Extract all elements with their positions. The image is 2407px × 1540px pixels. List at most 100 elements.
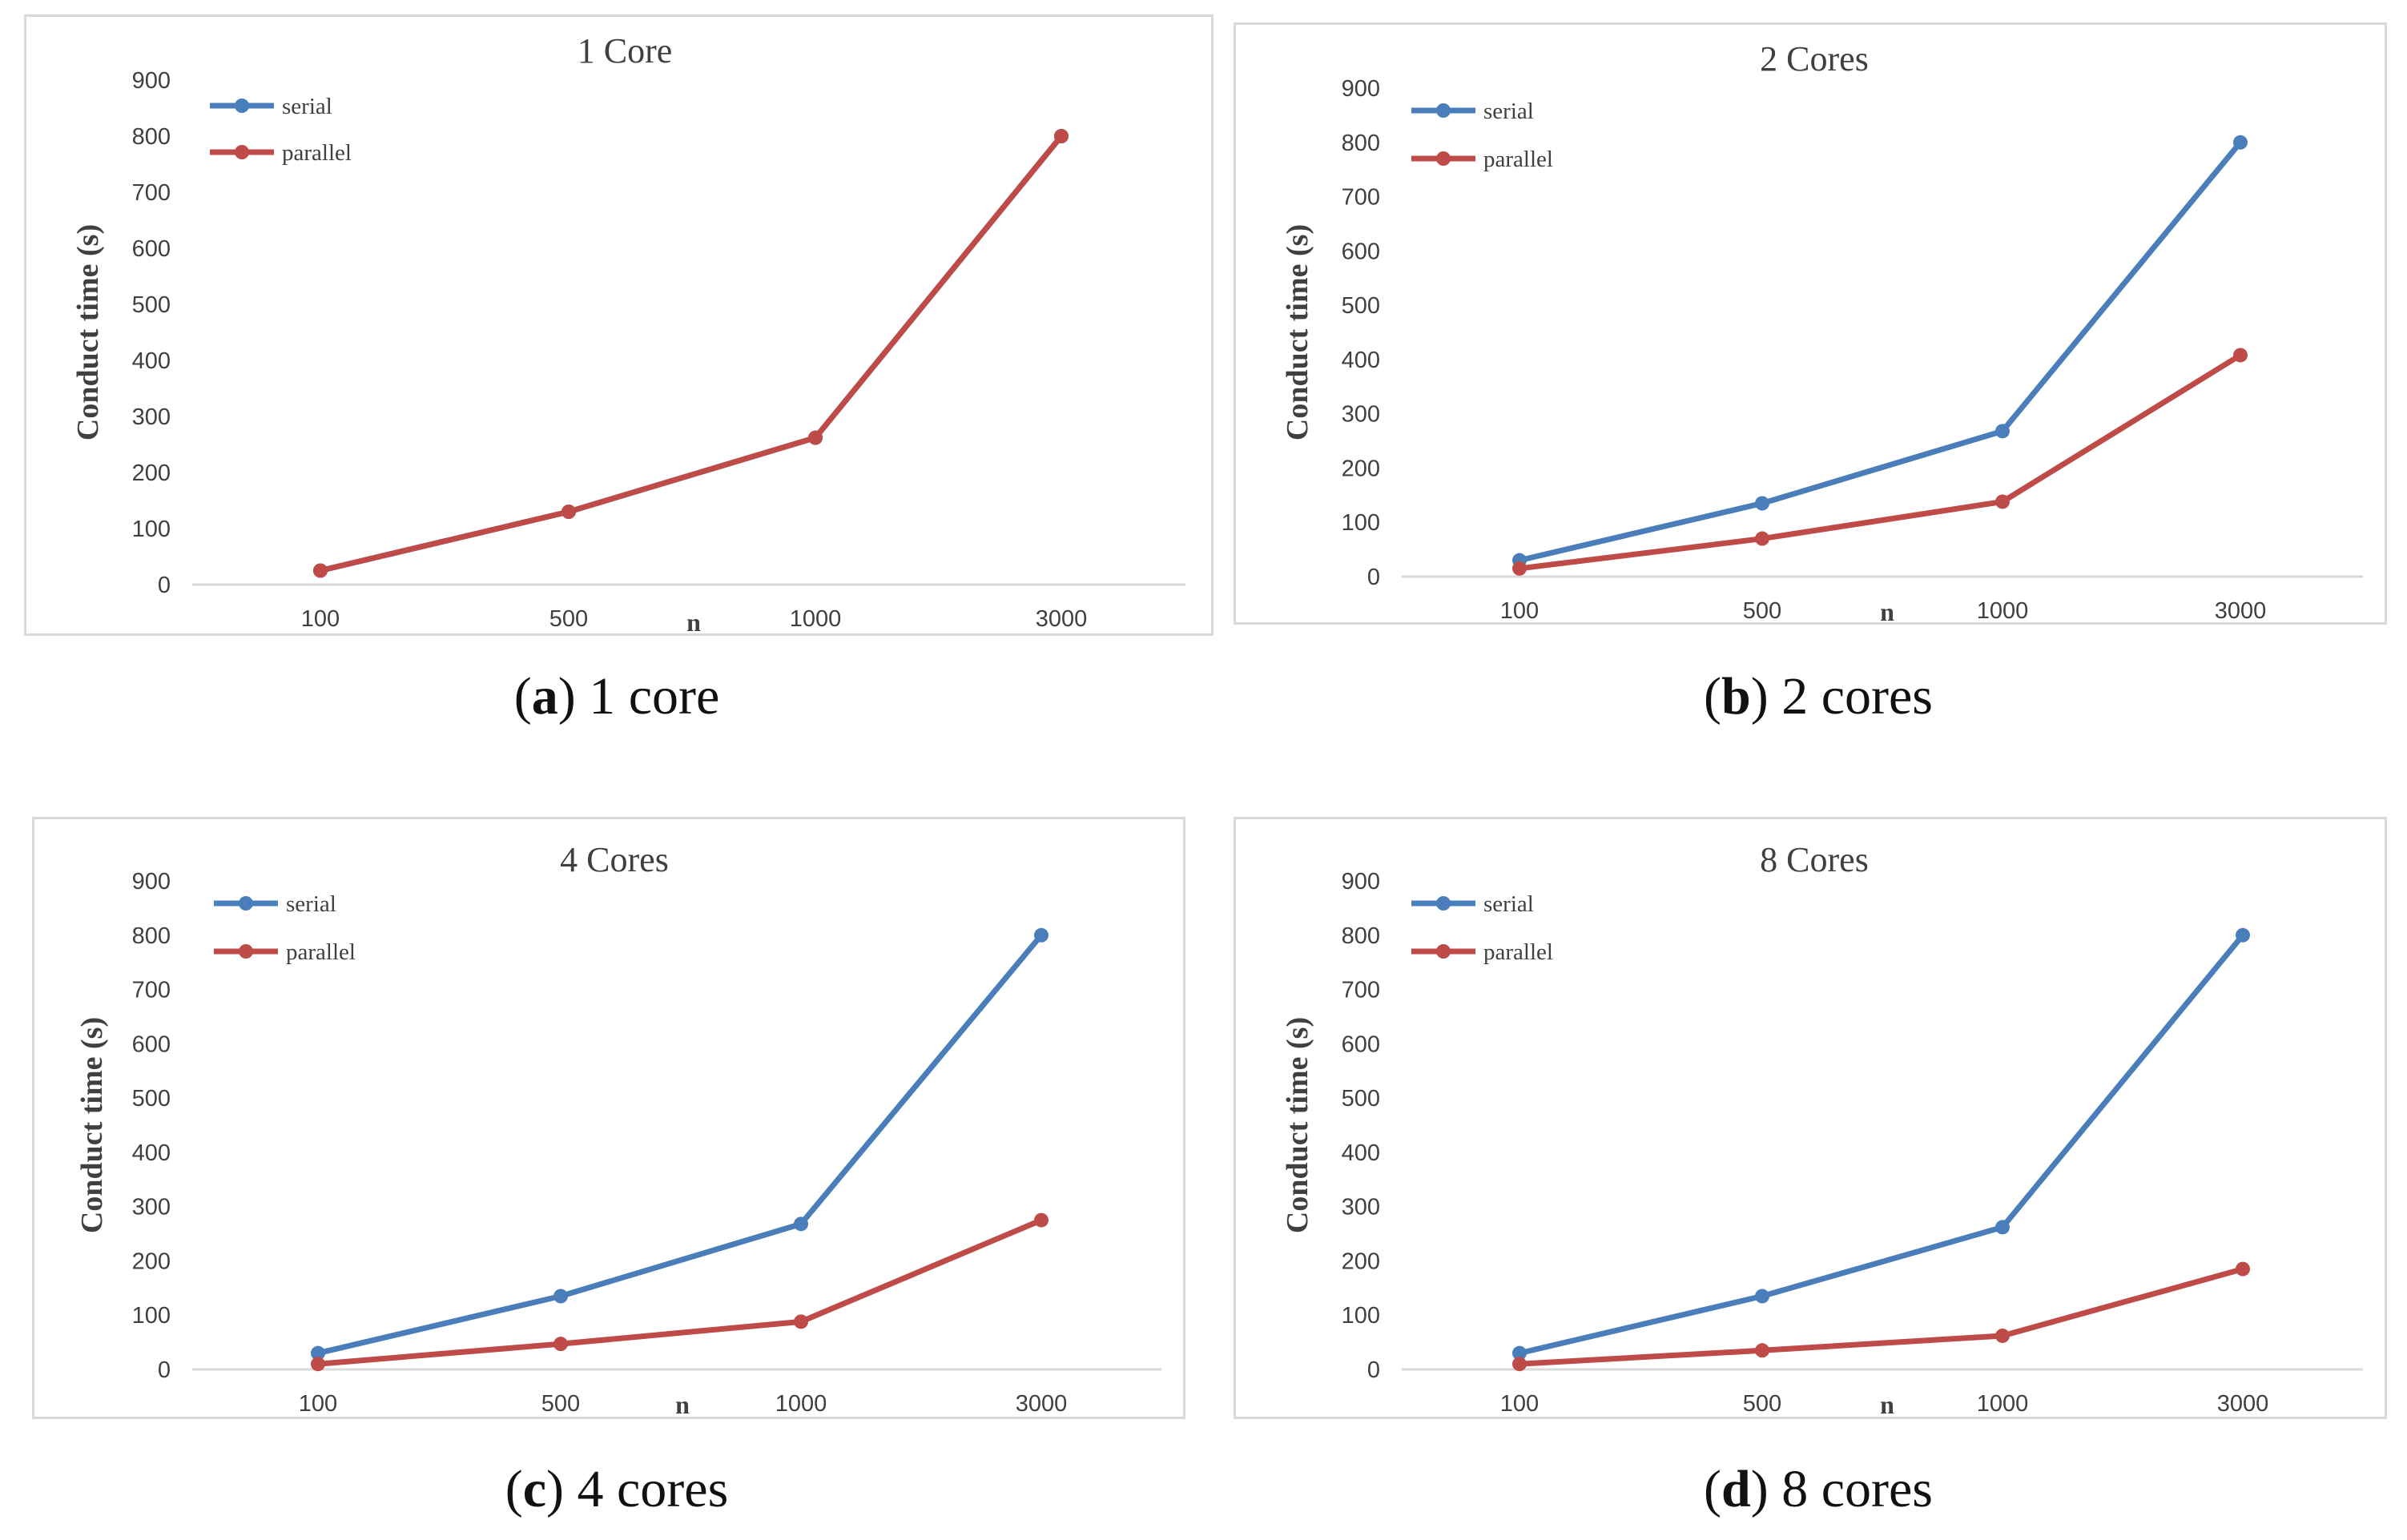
y-tick-label: 600 xyxy=(1342,1031,1380,1057)
y-tick-label: 300 xyxy=(132,1195,171,1220)
data-point-parallel xyxy=(313,563,328,578)
x-tick-label: 500 xyxy=(1743,1391,1781,1417)
y-tick-label: 600 xyxy=(1342,239,1380,264)
y-tick-label: 500 xyxy=(132,1086,171,1112)
series-line-parallel xyxy=(1516,352,2244,572)
y-tick-label: 500 xyxy=(1342,1086,1380,1112)
data-point-serial xyxy=(1995,424,2010,439)
panel-frame-a xyxy=(24,14,1214,636)
x-tick-label: 500 xyxy=(549,606,588,632)
y-tick-label: 500 xyxy=(1342,293,1380,319)
y-tick-label: 0 xyxy=(1367,1357,1380,1383)
x-axis-label: n xyxy=(675,1390,690,1419)
x-tick-label: 3000 xyxy=(2215,598,2267,624)
x-tick-label: 1000 xyxy=(790,606,842,632)
y-axis-label: Conduct time (s) xyxy=(71,224,105,440)
y-tick-label: 500 xyxy=(132,292,171,318)
y-tick-label: 600 xyxy=(132,236,171,262)
y-tick-label: 900 xyxy=(132,869,171,895)
data-point-parallel xyxy=(1512,1357,1527,1372)
legend-label-parallel: parallel xyxy=(1483,939,1553,965)
y-tick-label: 900 xyxy=(132,68,171,94)
caption-letter-bold: d xyxy=(1721,1460,1751,1518)
data-point-parallel xyxy=(311,1357,325,1372)
data-point-parallel xyxy=(1995,494,2010,509)
y-tick-label: 200 xyxy=(132,1248,171,1274)
y-tick-label: 0 xyxy=(158,1357,171,1383)
legend-marker-serial xyxy=(235,99,249,113)
legend-label-serial: serial xyxy=(282,94,332,119)
y-tick-label: 400 xyxy=(1342,348,1380,373)
y-tick-label: 800 xyxy=(132,923,171,949)
x-axis-label: n xyxy=(1880,597,1894,626)
x-axis-label: n xyxy=(686,608,701,637)
y-tick-label: 300 xyxy=(1342,402,1380,428)
data-point-serial xyxy=(1034,927,1049,943)
x-tick-label: 500 xyxy=(1743,598,1781,624)
series-line-parallel xyxy=(315,1217,1045,1367)
x-tick-label: 100 xyxy=(1500,1391,1539,1417)
data-point-parallel xyxy=(553,1337,568,1352)
y-tick-label: 700 xyxy=(132,180,171,206)
y-tick-label: 800 xyxy=(1342,923,1380,949)
y-tick-label: 0 xyxy=(158,573,171,598)
y-tick-label: 600 xyxy=(132,1031,171,1057)
legend-marker-parallel xyxy=(1436,944,1451,959)
series-line-parallel xyxy=(317,133,1065,573)
series-line-serial xyxy=(315,932,1045,1357)
series-line-serial xyxy=(1516,139,2244,564)
data-point-parallel xyxy=(2236,1261,2250,1277)
y-tick-label: 300 xyxy=(1342,1195,1380,1220)
legend-label-parallel: parallel xyxy=(1483,147,1553,172)
x-tick-label: 1000 xyxy=(1977,1391,2029,1417)
y-tick-label: 400 xyxy=(1342,1140,1380,1166)
data-point-parallel xyxy=(2233,348,2248,363)
y-tick-label: 200 xyxy=(132,460,171,486)
chart-title: 4 Cores xyxy=(560,840,669,879)
data-point-parallel xyxy=(1755,531,1769,546)
caption-letter: (c) xyxy=(505,1460,564,1518)
caption-letter-bold: b xyxy=(1721,667,1751,726)
data-point-serial xyxy=(553,1289,568,1304)
y-axis-label: Conduct time (s) xyxy=(1281,1017,1314,1233)
y-tick-label: 100 xyxy=(132,517,171,542)
y-axis-label: Conduct time (s) xyxy=(75,1017,109,1233)
chart-2-cores: 2 Cores 0 100 200 300 400 500 600 700 800 900 100 50… xyxy=(1281,39,2363,626)
x-axis-label: n xyxy=(1880,1390,1894,1419)
y-axis-label: Conduct time (s) xyxy=(1281,224,1314,440)
data-point-parallel xyxy=(794,1314,808,1329)
data-point-serial xyxy=(2233,135,2248,150)
legend-marker-serial xyxy=(1436,103,1451,118)
x-tick-label: 1000 xyxy=(775,1391,827,1417)
y-tick-label: 300 xyxy=(132,404,171,430)
chart-title: 2 Cores xyxy=(1760,39,1869,78)
data-point-serial xyxy=(1995,1220,2010,1235)
caption-letter-bold: a xyxy=(531,667,558,726)
caption-b: (b) 2 cores xyxy=(1258,666,2379,727)
y-tick-label: 800 xyxy=(132,124,171,150)
series-line-parallel xyxy=(1516,1266,2246,1367)
data-point-parallel xyxy=(1054,129,1069,143)
x-tick-label: 100 xyxy=(1500,598,1539,624)
caption-letter: (d) xyxy=(1704,1460,1769,1518)
y-tick-label: 100 xyxy=(1342,510,1380,536)
legend-marker-parallel xyxy=(235,145,249,159)
data-point-parallel xyxy=(808,430,823,445)
x-tick-label: 3000 xyxy=(1016,1391,1068,1417)
data-point-parallel xyxy=(1512,561,1527,576)
legend-marker-parallel xyxy=(1436,151,1451,166)
data-point-parallel xyxy=(1034,1212,1049,1228)
chart-8-cores: 8 Cores 0 100 200 300 400 500 600 700 800 900 100 50… xyxy=(1281,840,2363,1419)
caption-letter: (b) xyxy=(1704,667,1769,726)
chart-title: 8 Cores xyxy=(1760,840,1869,879)
caption-text: 1 core xyxy=(589,667,720,726)
chart-4-cores: 4 Cores 0 100 200 300 400 500 600 700 800 900 100 50… xyxy=(75,840,1161,1419)
y-tick-label: 400 xyxy=(132,348,171,374)
y-tick-label: 700 xyxy=(1342,978,1380,1003)
x-tick-label: 100 xyxy=(299,1391,337,1417)
caption-letter: (a) xyxy=(513,667,576,726)
data-point-parallel xyxy=(1995,1328,2010,1343)
legend-label-serial: serial xyxy=(286,891,336,917)
x-tick-label: 3000 xyxy=(2217,1391,2269,1417)
x-tick-label: 1000 xyxy=(1977,598,2029,624)
